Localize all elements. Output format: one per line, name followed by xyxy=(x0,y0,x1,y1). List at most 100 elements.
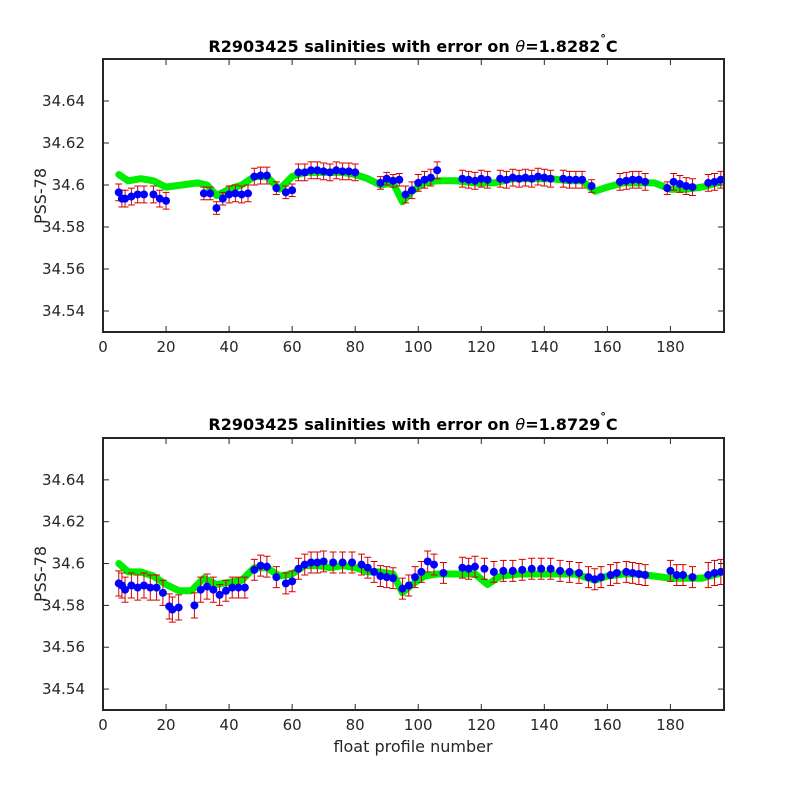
bottom-data-point xyxy=(319,557,328,566)
bottom-data-point xyxy=(679,571,688,580)
bottom-data-point xyxy=(357,560,366,569)
bottom-x-tick-label: 100 xyxy=(404,716,433,734)
top-x-tick-label: 60 xyxy=(283,338,302,356)
bottom-data-point xyxy=(221,586,230,595)
top-data-point xyxy=(319,167,328,176)
top-data-point xyxy=(127,192,136,201)
top-data-point xyxy=(407,186,416,195)
bottom-data-point xyxy=(508,566,517,575)
bottom-chart-title: R2903425 salinities with error on θ=1.87… xyxy=(208,410,617,434)
top-data-point xyxy=(540,173,549,182)
bottom-data-point xyxy=(470,562,479,571)
bottom-data-point xyxy=(546,564,555,573)
bottom-data-point xyxy=(423,557,432,566)
top-plot-area xyxy=(114,161,724,215)
bottom-x-tick-label: 120 xyxy=(467,716,496,734)
top-data-point xyxy=(344,167,353,176)
top-data-point xyxy=(307,166,316,175)
top-y-tick-label: 34.56 xyxy=(42,260,85,278)
top-x-tick-label: 0 xyxy=(98,338,108,356)
bottom-data-point xyxy=(537,564,546,573)
top-data-point xyxy=(389,176,398,185)
top-data-point xyxy=(325,168,334,177)
bottom-data-point xyxy=(411,573,420,582)
bottom-data-point xyxy=(215,590,224,599)
top-data-point xyxy=(155,194,164,203)
top-data-point xyxy=(508,173,517,182)
top-data-point xyxy=(496,174,505,183)
top-data-point xyxy=(433,166,442,175)
bottom-data-point xyxy=(597,573,606,582)
top-axes-box xyxy=(102,58,725,333)
top-data-point xyxy=(578,175,587,184)
top-x-tick-label: 40 xyxy=(220,338,239,356)
bottom-data-point xyxy=(574,568,583,577)
top-data-point xyxy=(162,196,171,205)
top-data-point xyxy=(688,183,697,192)
bottom-y-tick-label: 34.62 xyxy=(42,513,85,531)
top-data-point xyxy=(420,175,429,184)
bottom-data-point xyxy=(622,567,631,576)
bottom-data-point xyxy=(584,573,593,582)
top-data-point xyxy=(376,178,385,187)
bottom-data-point xyxy=(300,560,309,569)
bottom-data-point xyxy=(288,577,297,586)
bottom-title-degree: ° xyxy=(600,410,606,423)
top-data-point xyxy=(615,177,624,186)
top-x-tick-label: 120 xyxy=(467,338,496,356)
bottom-x-tick-label: 180 xyxy=(656,716,685,734)
top-data-point xyxy=(515,174,524,183)
top-data-point xyxy=(521,173,530,182)
bottom-data-point xyxy=(634,570,643,578)
top-data-point xyxy=(313,166,322,175)
bottom-y-tick-label: 34.6 xyxy=(52,555,85,573)
bottom-data-point xyxy=(190,601,199,610)
bottom-y-tick-label: 34.64 xyxy=(42,471,85,489)
top-data-point xyxy=(477,174,486,183)
bottom-data-point xyxy=(499,566,508,575)
bottom-data-point xyxy=(612,568,621,577)
top-data-point xyxy=(587,182,596,191)
top-x-tick-label: 20 xyxy=(156,338,175,356)
top-data-point xyxy=(716,175,724,184)
top-data-point xyxy=(225,190,234,199)
bottom-data-point xyxy=(363,563,372,572)
top-data-point xyxy=(133,190,142,199)
bottom-data-point xyxy=(704,571,713,580)
bottom-data-point xyxy=(196,585,205,594)
bottom-data-point xyxy=(262,562,271,571)
top-data-point xyxy=(294,168,303,177)
bottom-y-tick-label: 34.58 xyxy=(42,596,85,614)
bottom-data-point xyxy=(606,571,615,580)
bottom-data-point xyxy=(294,564,303,573)
bottom-chart-panel: R2903425 salinities with error on θ=1.87… xyxy=(31,410,725,756)
bottom-data-point xyxy=(203,582,212,591)
bottom-data-point xyxy=(429,560,438,569)
top-data-point xyxy=(682,182,691,191)
bottom-data-point xyxy=(590,575,599,584)
top-data-point xyxy=(704,178,713,187)
top-data-point xyxy=(622,176,631,185)
top-data-point xyxy=(675,179,684,188)
bottom-x-tick-label: 140 xyxy=(530,716,559,734)
top-data-point xyxy=(502,175,511,184)
top-data-point xyxy=(212,204,221,213)
top-title-theta: θ xyxy=(515,37,525,56)
bottom-plot-area xyxy=(114,550,724,623)
top-x-tick-label: 180 xyxy=(656,338,685,356)
bottom-x-tick-label: 40 xyxy=(220,716,239,734)
top-data-point xyxy=(395,175,404,184)
top-y-axis-label: PSS-78 xyxy=(31,168,50,224)
bottom-data-point xyxy=(376,572,385,581)
top-data-point xyxy=(571,175,580,184)
bottom-data-point xyxy=(168,605,177,614)
top-data-point xyxy=(628,175,637,184)
top-data-point xyxy=(470,176,479,185)
bottom-data-point xyxy=(121,585,130,594)
bottom-data-point xyxy=(389,574,398,583)
top-data-point xyxy=(139,190,148,199)
bottom-data-point xyxy=(464,564,473,573)
bottom-data-point xyxy=(527,564,536,573)
top-data-point xyxy=(382,174,391,183)
